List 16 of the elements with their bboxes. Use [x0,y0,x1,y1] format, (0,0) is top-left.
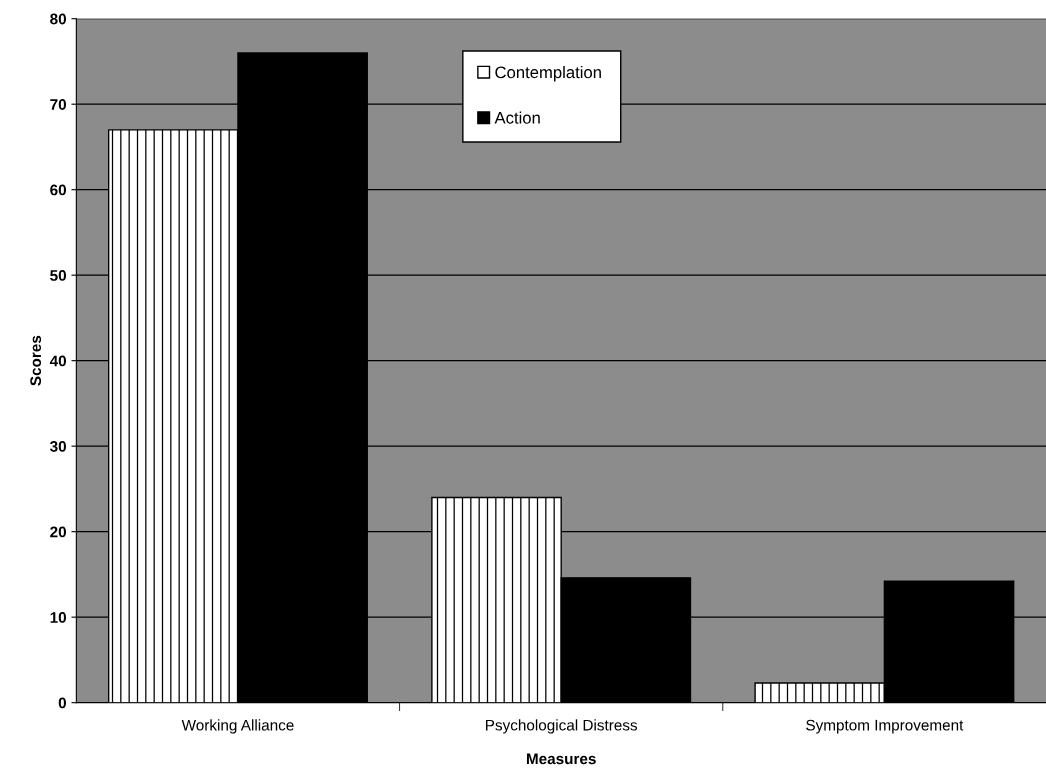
x-tick-label: Working Alliance [181,719,294,734]
x-tick-label: Symptom Improvement [806,719,964,734]
y-tick-label: 60 [50,184,67,196]
y-tick-label: 0 [58,697,67,709]
y-tick-label: 50 [50,270,67,281]
y-axis-title: Scores [30,335,42,386]
y-tick-label: 20 [50,526,67,538]
y-tick-label: 10 [50,612,67,623]
x-axis-title: Measures [526,753,596,765]
y-tick-label: 80 [50,13,67,25]
legend-label: Contemplation [495,65,601,82]
x-tick-label: Psychological Distress [486,719,638,734]
y-tick-label: 40 [49,355,67,367]
legend-label: Action [494,111,540,124]
y-tick-label: 30 [49,441,67,452]
y-tick-label: 70 [50,99,67,110]
